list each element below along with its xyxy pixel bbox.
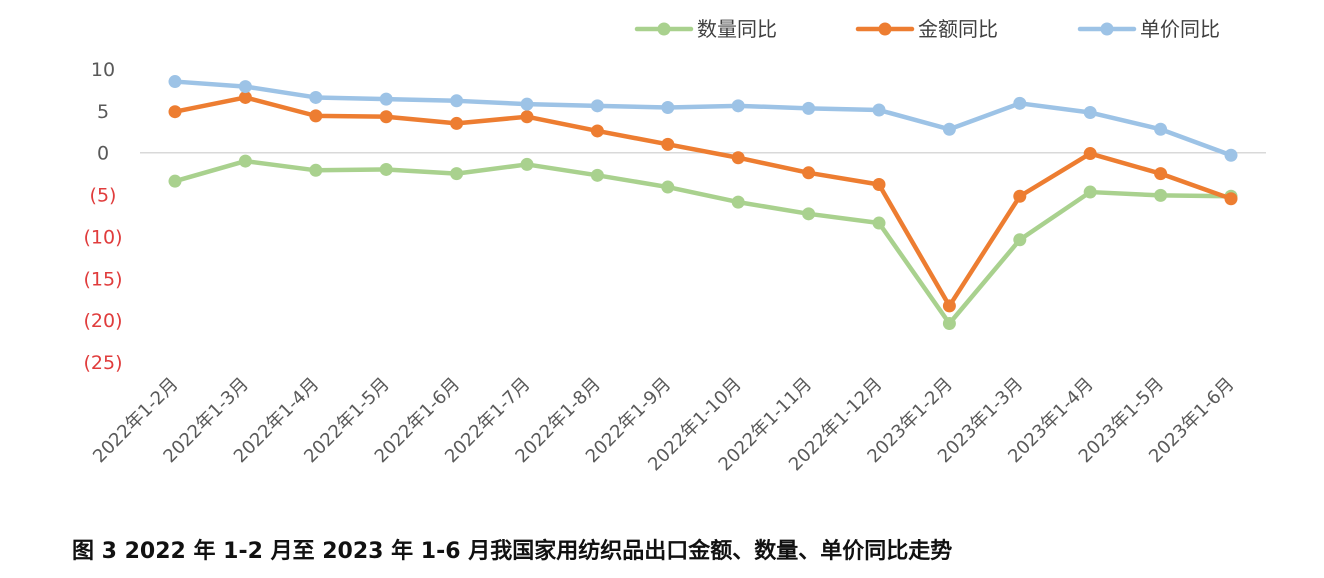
legend-swatch-marker bbox=[657, 22, 671, 36]
series-line bbox=[172, 158, 1234, 326]
series-group bbox=[168, 75, 1238, 330]
legend-label: 单价同比 bbox=[1140, 17, 1220, 41]
legend-swatch-marker bbox=[1100, 22, 1114, 36]
data-point bbox=[661, 137, 675, 151]
data-point bbox=[872, 178, 886, 192]
data-point bbox=[450, 94, 464, 108]
data-point bbox=[1154, 122, 1168, 136]
data-point bbox=[1013, 96, 1027, 110]
y-tick-label: (15) bbox=[83, 268, 122, 290]
y-tick-label: (25) bbox=[83, 352, 122, 374]
legend-label: 数量同比 bbox=[697, 17, 777, 41]
data-point bbox=[238, 154, 252, 168]
legend-item: 单价同比 bbox=[1077, 17, 1220, 41]
data-point bbox=[731, 99, 745, 113]
data-point bbox=[520, 157, 534, 171]
data-point bbox=[802, 101, 816, 115]
data-point bbox=[520, 110, 534, 124]
data-point bbox=[1224, 148, 1238, 162]
data-point bbox=[661, 180, 675, 194]
data-point bbox=[590, 168, 604, 182]
data-point bbox=[590, 99, 604, 113]
y-tick-label: 5 bbox=[97, 101, 109, 123]
data-point bbox=[872, 216, 886, 230]
data-point bbox=[379, 162, 393, 176]
data-point bbox=[168, 105, 182, 119]
data-point bbox=[1083, 147, 1097, 161]
legend-label: 金额同比 bbox=[918, 17, 998, 41]
legend-swatch-marker bbox=[878, 22, 892, 36]
data-point bbox=[379, 110, 393, 124]
data-point bbox=[942, 122, 956, 136]
data-point bbox=[590, 124, 604, 138]
data-point bbox=[168, 75, 182, 89]
y-tick-label: (10) bbox=[83, 226, 122, 248]
data-point bbox=[802, 166, 816, 180]
data-point bbox=[731, 195, 745, 209]
data-point bbox=[309, 163, 323, 177]
data-point bbox=[942, 316, 956, 330]
data-point bbox=[872, 103, 886, 117]
data-point bbox=[238, 90, 252, 104]
data-point bbox=[1224, 192, 1238, 206]
y-tick-label: (5) bbox=[90, 185, 117, 207]
data-point bbox=[238, 80, 252, 94]
series-line bbox=[172, 79, 1234, 158]
series-1 bbox=[168, 154, 1238, 330]
data-point bbox=[309, 90, 323, 104]
data-point bbox=[731, 151, 745, 165]
data-point bbox=[450, 116, 464, 130]
data-point bbox=[1083, 106, 1097, 120]
data-point bbox=[450, 167, 464, 181]
series-line bbox=[172, 95, 1234, 309]
data-point bbox=[1013, 233, 1027, 247]
figure-caption: 图 3 2022 年 1-2 月至 2023 年 1-6 月我国家用纺织品出口金… bbox=[72, 539, 953, 564]
data-point bbox=[1013, 189, 1027, 203]
legend-item: 数量同比 bbox=[634, 17, 777, 41]
data-point bbox=[942, 299, 956, 313]
series-2 bbox=[168, 90, 1238, 313]
y-tick-label: 0 bbox=[97, 143, 109, 165]
data-point bbox=[1154, 188, 1168, 202]
data-point bbox=[1154, 167, 1168, 181]
data-point bbox=[309, 109, 323, 123]
data-point bbox=[379, 92, 393, 106]
y-axis: 10 5 0 (5) (10) (15) (20) (25) bbox=[83, 59, 122, 374]
legend-item: 金额同比 bbox=[855, 17, 998, 41]
data-point bbox=[1083, 185, 1097, 199]
data-point bbox=[802, 207, 816, 221]
y-tick-label: (20) bbox=[83, 310, 122, 332]
data-point bbox=[661, 101, 675, 115]
y-tick-label: 10 bbox=[91, 59, 115, 81]
x-axis: 2022年1-2月2022年1-3月2022年1-4月2022年1-5月2022… bbox=[89, 374, 1238, 476]
data-point bbox=[168, 174, 182, 188]
data-point bbox=[520, 97, 534, 111]
chart-legend: 数量同比 金额同比 单价同比 bbox=[634, 17, 1220, 41]
series-3 bbox=[168, 75, 1238, 162]
